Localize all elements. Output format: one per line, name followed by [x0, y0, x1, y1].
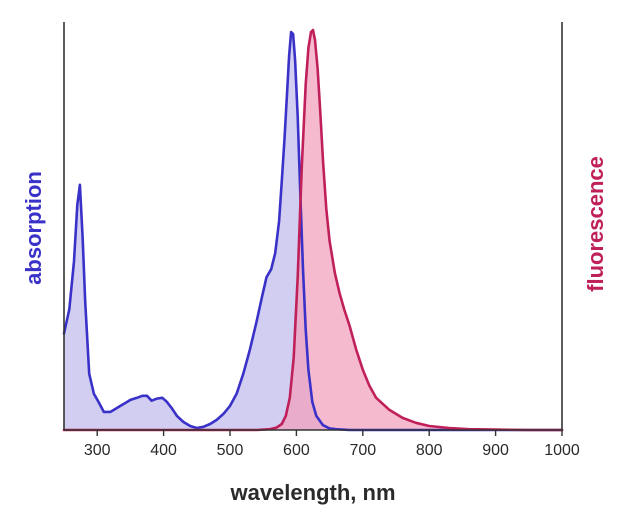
right-axis-title: fluorescence [583, 156, 608, 292]
plot-area [62, 28, 564, 432]
x-tick-label-800: 800 [416, 442, 443, 459]
x-tick-label-600: 600 [283, 442, 310, 459]
fluorescence-line [62, 28, 564, 432]
x-tick-label-500: 500 [217, 442, 244, 459]
x-tick-label-400: 400 [150, 442, 177, 459]
x-axis-title: wavelength, nm [229, 480, 395, 505]
fluorescence-area [64, 30, 562, 430]
x-tick-label-700: 700 [349, 442, 376, 459]
x-tick-label-900: 900 [482, 442, 509, 459]
x-tick-label-1000: 1000 [544, 442, 580, 459]
axes: 300 400 500 600 700 800 900 1000 [63, 22, 580, 459]
absorption-line [62, 30, 564, 432]
left-axis-title: absorption [21, 171, 46, 285]
x-tick-label-300: 300 [84, 442, 111, 459]
